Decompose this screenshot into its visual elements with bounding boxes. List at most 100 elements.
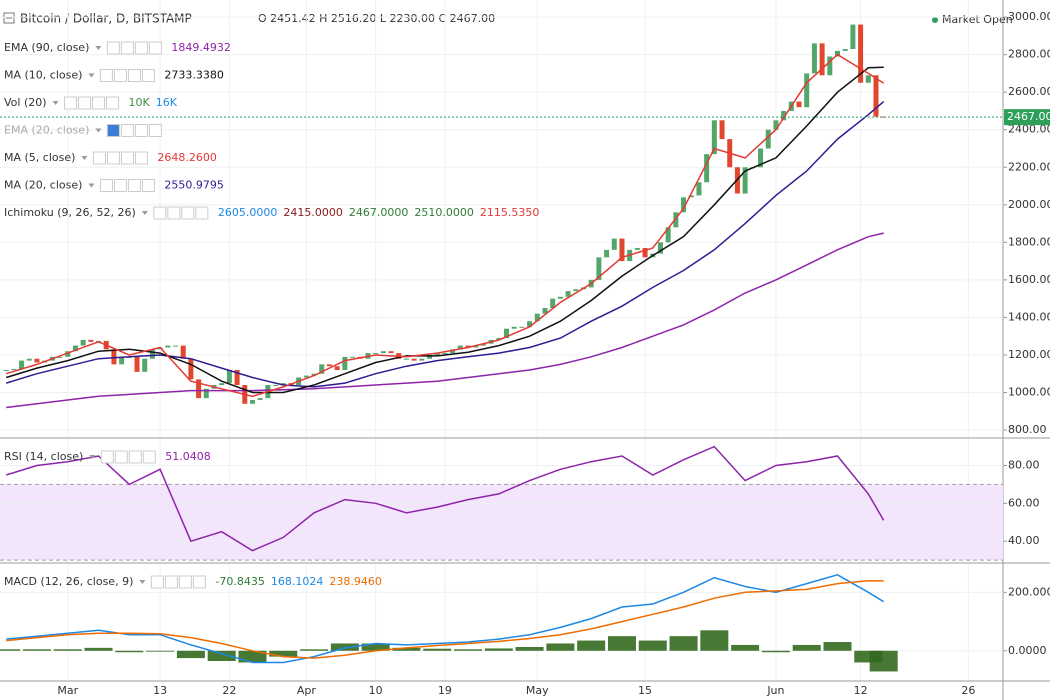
candle-body [657, 242, 663, 254]
legend-button[interactable] [127, 69, 141, 82]
x-tick-label: 10 [369, 684, 383, 697]
legend-button[interactable] [164, 575, 178, 589]
legend-button[interactable] [78, 96, 92, 110]
legend-value: 2605.0000 [218, 206, 278, 219]
y-tick-label: 2400.00 [1008, 123, 1050, 136]
legend-value: 2415.0000 [283, 206, 343, 219]
legend-button[interactable] [134, 41, 148, 55]
legend-value: 10K [129, 96, 151, 109]
legend-button[interactable] [134, 124, 148, 137]
candle-body [604, 249, 610, 258]
candle-body [11, 369, 17, 371]
legend-button[interactable] [120, 41, 134, 55]
candle-body [111, 349, 117, 365]
legend-caret [52, 101, 59, 105]
current-price-label: 2467.00 [1007, 110, 1050, 123]
candle-body [665, 227, 671, 243]
legend-button[interactable] [92, 151, 106, 165]
candle-body [134, 356, 140, 372]
legend-caret [89, 455, 96, 459]
candle-body [511, 326, 517, 329]
legend-button[interactable] [106, 41, 120, 55]
candle-body [673, 212, 679, 228]
legend-button[interactable] [128, 450, 142, 464]
legend-button[interactable] [106, 151, 120, 165]
histogram-bar [269, 650, 298, 657]
candle-body [565, 291, 571, 297]
legend-label: MA (20, close) [4, 179, 82, 192]
legend-caret [81, 156, 88, 160]
histogram-bar [515, 646, 544, 651]
ohlc-text: O 2451.42 H 2516.20 L 2230.00 C 2467.00 [258, 12, 495, 25]
legend-button[interactable] [120, 151, 134, 165]
legend-button[interactable] [99, 69, 113, 82]
histogram-bar [869, 650, 898, 672]
candle-body [719, 120, 725, 140]
candle-body [403, 358, 409, 360]
legend-button[interactable] [120, 124, 134, 137]
candle-body [165, 345, 171, 348]
legend-button[interactable] [150, 575, 164, 589]
legend-button[interactable] [148, 41, 162, 55]
x-tick-label: 22 [222, 684, 236, 697]
legend-button[interactable] [127, 179, 141, 192]
legend-button[interactable] [100, 450, 114, 464]
legend-value: 2550.9795 [164, 179, 224, 192]
legend-button[interactable] [113, 69, 127, 82]
candle-body [796, 101, 802, 108]
legend-button[interactable] [134, 151, 148, 165]
legend-button[interactable] [106, 96, 120, 110]
histogram-bar [638, 640, 667, 651]
legend-label: MA (5, close) [4, 151, 75, 164]
legend-button[interactable] [141, 69, 155, 82]
panel-candlestick: 800.00 1000.00 1200.00 1400.00 1600.00 1800.0… [0, 10, 1050, 436]
x-tick-label: 15 [638, 684, 652, 697]
x-tick-label: 13 [153, 684, 167, 697]
collapse-icon[interactable] [3, 12, 15, 24]
candle-body [634, 247, 640, 250]
candle-body [80, 339, 86, 346]
x-tick-label: Apr [297, 684, 317, 697]
legend-button[interactable] [142, 450, 156, 464]
histogram-bar [484, 648, 513, 651]
candle-body [711, 120, 717, 155]
y-tick-label: 60.00 [1008, 496, 1040, 509]
histogram-bar [577, 640, 606, 651]
legend-button[interactable] [153, 206, 167, 220]
candle-body [781, 110, 787, 121]
legend-button[interactable] [178, 575, 192, 589]
legend-button[interactable] [181, 206, 195, 220]
current-price-box [1004, 109, 1050, 126]
candle-body [842, 48, 848, 51]
candle-body [226, 369, 232, 384]
histogram-bar [300, 649, 329, 651]
legend-button[interactable] [106, 124, 120, 137]
histogram-bar [792, 644, 821, 651]
candle-body [819, 43, 825, 76]
legend-button[interactable] [195, 206, 209, 220]
legend-button[interactable] [141, 179, 155, 192]
rsi-band [0, 484, 1003, 561]
legend-value: 2648.2600 [157, 151, 217, 164]
legend-button[interactable] [92, 96, 106, 110]
x-tick-label: 12 [854, 684, 868, 697]
indicator-line [6, 579, 884, 659]
candle-body [303, 375, 309, 378]
legend-button[interactable] [167, 206, 181, 220]
candle-body [326, 364, 332, 367]
legend-button[interactable] [192, 575, 206, 589]
legend-button[interactable] [64, 96, 78, 110]
legend-button[interactable] [114, 450, 128, 464]
legend-button[interactable] [99, 179, 113, 192]
candle-body [34, 358, 40, 363]
legend-button[interactable] [113, 179, 127, 192]
candle-body [619, 238, 625, 262]
candle-body [527, 321, 533, 327]
legend-label: MACD (12, 26, close, 9) [4, 575, 133, 588]
legend-value: -70.8435 [215, 575, 264, 588]
candle-body [203, 388, 209, 399]
histogram-bar [176, 650, 205, 659]
candle-body [280, 383, 286, 386]
y-tick-label: 0.0000 [1008, 644, 1047, 657]
legend-button[interactable] [148, 124, 162, 137]
